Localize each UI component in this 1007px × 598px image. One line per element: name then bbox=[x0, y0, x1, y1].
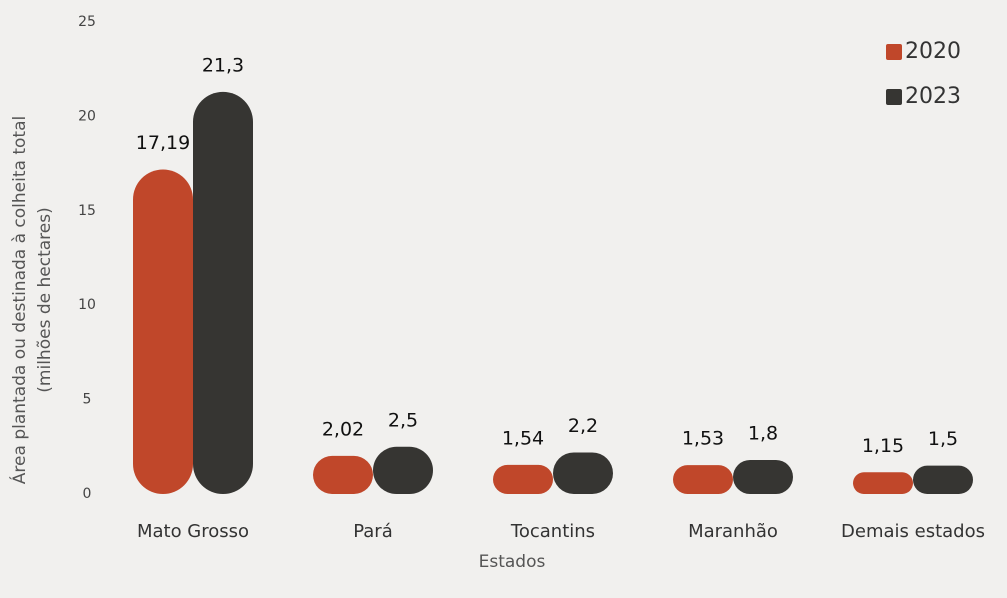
legend-swatch bbox=[886, 89, 902, 105]
bar bbox=[313, 455, 373, 494]
legend-swatch bbox=[886, 44, 902, 60]
x-tick-label: Pará bbox=[353, 521, 393, 542]
y-tick-label: 10 bbox=[78, 297, 96, 313]
value-label: 1,15 bbox=[862, 435, 904, 457]
legend-label: 2023 bbox=[905, 84, 961, 109]
y-tick-label: 5 bbox=[83, 392, 92, 408]
value-label: 2,5 bbox=[388, 409, 418, 431]
y-axis-title: (milhões de hectares) bbox=[35, 207, 55, 392]
x-tick-label: Mato Grosso bbox=[137, 521, 249, 542]
value-label: 1,53 bbox=[682, 428, 724, 450]
legend-label: 2020 bbox=[905, 39, 961, 64]
value-label: 1,54 bbox=[502, 427, 544, 449]
x-tick-label: Demais estados bbox=[841, 521, 985, 542]
value-label: 1,5 bbox=[928, 428, 958, 450]
y-axis-title: Área plantada ou destinada à colheita to… bbox=[8, 116, 30, 484]
y-tick-label: 25 bbox=[78, 14, 96, 30]
x-axis-title: Estados bbox=[479, 552, 546, 572]
bar bbox=[553, 452, 613, 494]
bar bbox=[853, 472, 913, 494]
y-tick-label: 20 bbox=[78, 108, 96, 124]
y-tick-label: 0 bbox=[83, 486, 92, 502]
bar bbox=[193, 91, 253, 494]
value-label: 1,8 bbox=[748, 423, 778, 445]
x-tick-label: Tocantins bbox=[510, 521, 595, 542]
x-tick-label: Maranhão bbox=[688, 521, 778, 542]
value-label: 2,2 bbox=[568, 415, 598, 437]
bar bbox=[733, 460, 793, 494]
y-tick-label: 15 bbox=[78, 203, 96, 219]
bar bbox=[673, 465, 733, 494]
value-label: 21,3 bbox=[202, 54, 244, 76]
value-label: 2,02 bbox=[322, 418, 364, 440]
bar bbox=[913, 465, 973, 494]
value-label: 17,19 bbox=[136, 132, 190, 154]
bar bbox=[373, 446, 433, 494]
bar bbox=[493, 464, 553, 494]
bar bbox=[133, 169, 193, 494]
